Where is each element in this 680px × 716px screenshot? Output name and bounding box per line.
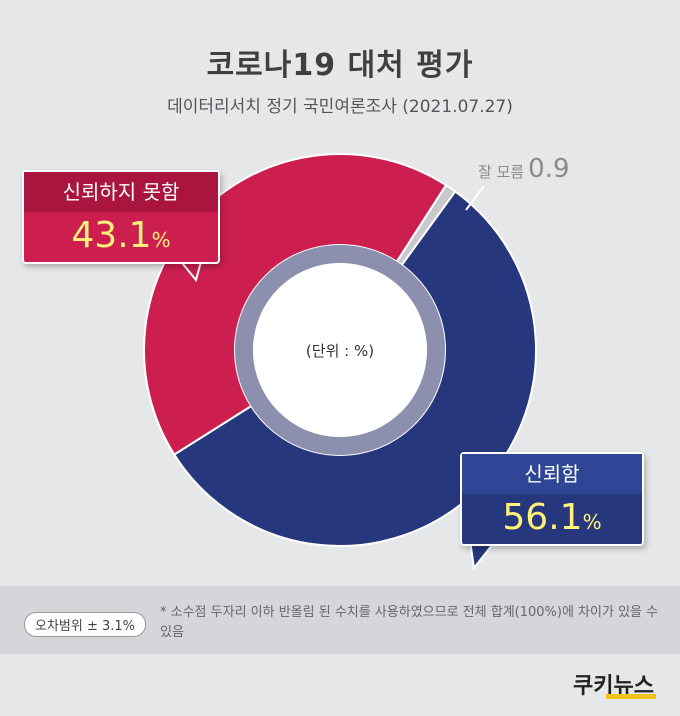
trust-label: 신뢰함 (462, 454, 642, 494)
trust-value: 56.1 (502, 497, 583, 538)
inner-ring (235, 245, 445, 455)
dont-know-value: 0.9 (528, 154, 570, 184)
dont-know-callout: 잘 모름 0.9 (478, 154, 570, 184)
trust-unit: % (582, 510, 602, 534)
chart-subtitle: 데이터리서치 정기 국민여론조사 (2021.07.27) (167, 97, 513, 117)
dont-know-label: 잘 모름 (478, 163, 525, 181)
distrust-value: 43.1 (71, 215, 152, 256)
logo-underline (606, 694, 656, 699)
trust-callout: 신뢰함 56.1% (460, 452, 644, 546)
donut-hole (253, 263, 427, 437)
distrust-label: 신뢰하지 못함 (24, 172, 218, 212)
footnote: * 소수점 두자리 이하 반올림 된 수치를 사용하였으므로 전체 합계(100… (160, 605, 659, 640)
dont-know-leader-line (465, 185, 485, 211)
distrust-value-wrap: 43.1% (24, 212, 218, 264)
chart-title: 코로나19 대처 평가 (206, 48, 474, 83)
margin-of-error-badge: 오차범위 ± 3.1% (24, 612, 147, 637)
unit-label: (단위 : %) (305, 342, 375, 360)
distrust-callout: 신뢰하지 못함 43.1% (22, 170, 220, 264)
trust-value-wrap: 56.1% (462, 494, 642, 546)
distrust-unit: % (151, 228, 171, 252)
